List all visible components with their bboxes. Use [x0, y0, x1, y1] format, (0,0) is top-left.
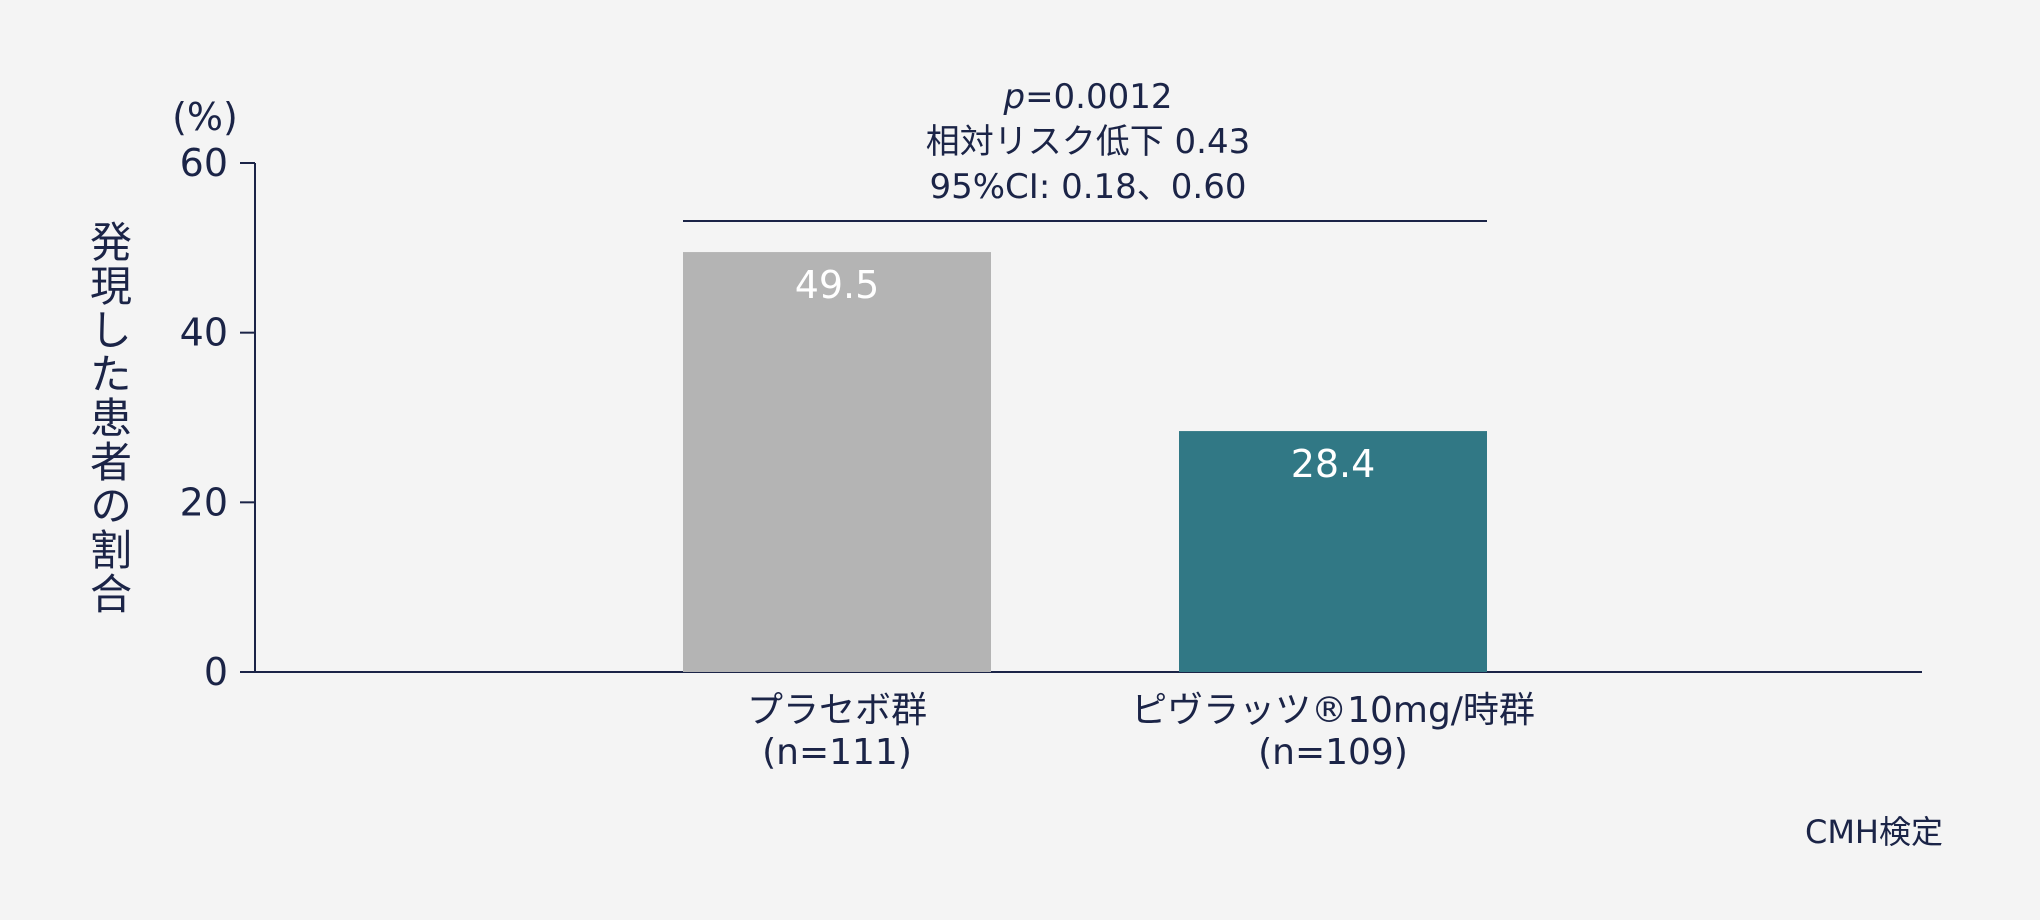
y-axis-label: 発現した患者の割合 — [84, 220, 133, 616]
p-symbol: p — [1002, 77, 1025, 117]
relative-risk-annotation: 相対リスク低下 0.43 — [926, 122, 1251, 162]
bar-0 — [683, 252, 991, 672]
category-n-label: (n=109) — [1258, 732, 1408, 773]
category-label: ピヴラッツ®10mg/時群 — [1131, 690, 1535, 731]
bar-value-label: 28.4 — [1291, 442, 1376, 486]
p-value: =0.0012 — [1025, 77, 1172, 117]
y-axis-unit: (%) — [172, 95, 238, 139]
bar-1 — [1179, 431, 1487, 672]
bar-value-label: 49.5 — [795, 263, 880, 307]
category-label: プラセボ群 — [747, 690, 927, 731]
y-tick-label: 20 — [180, 480, 228, 524]
category-n-label: (n=111) — [762, 732, 912, 773]
footnote: CMH検定 — [1805, 813, 1943, 851]
y-tick-label: 60 — [180, 141, 228, 185]
y-tick-label: 40 — [180, 311, 228, 355]
y-tick-label: 0 — [204, 650, 228, 694]
p-value-annotation: p=0.0012 — [1002, 77, 1172, 117]
ci-annotation: 95%CI: 0.18、0.60 — [929, 167, 1246, 207]
